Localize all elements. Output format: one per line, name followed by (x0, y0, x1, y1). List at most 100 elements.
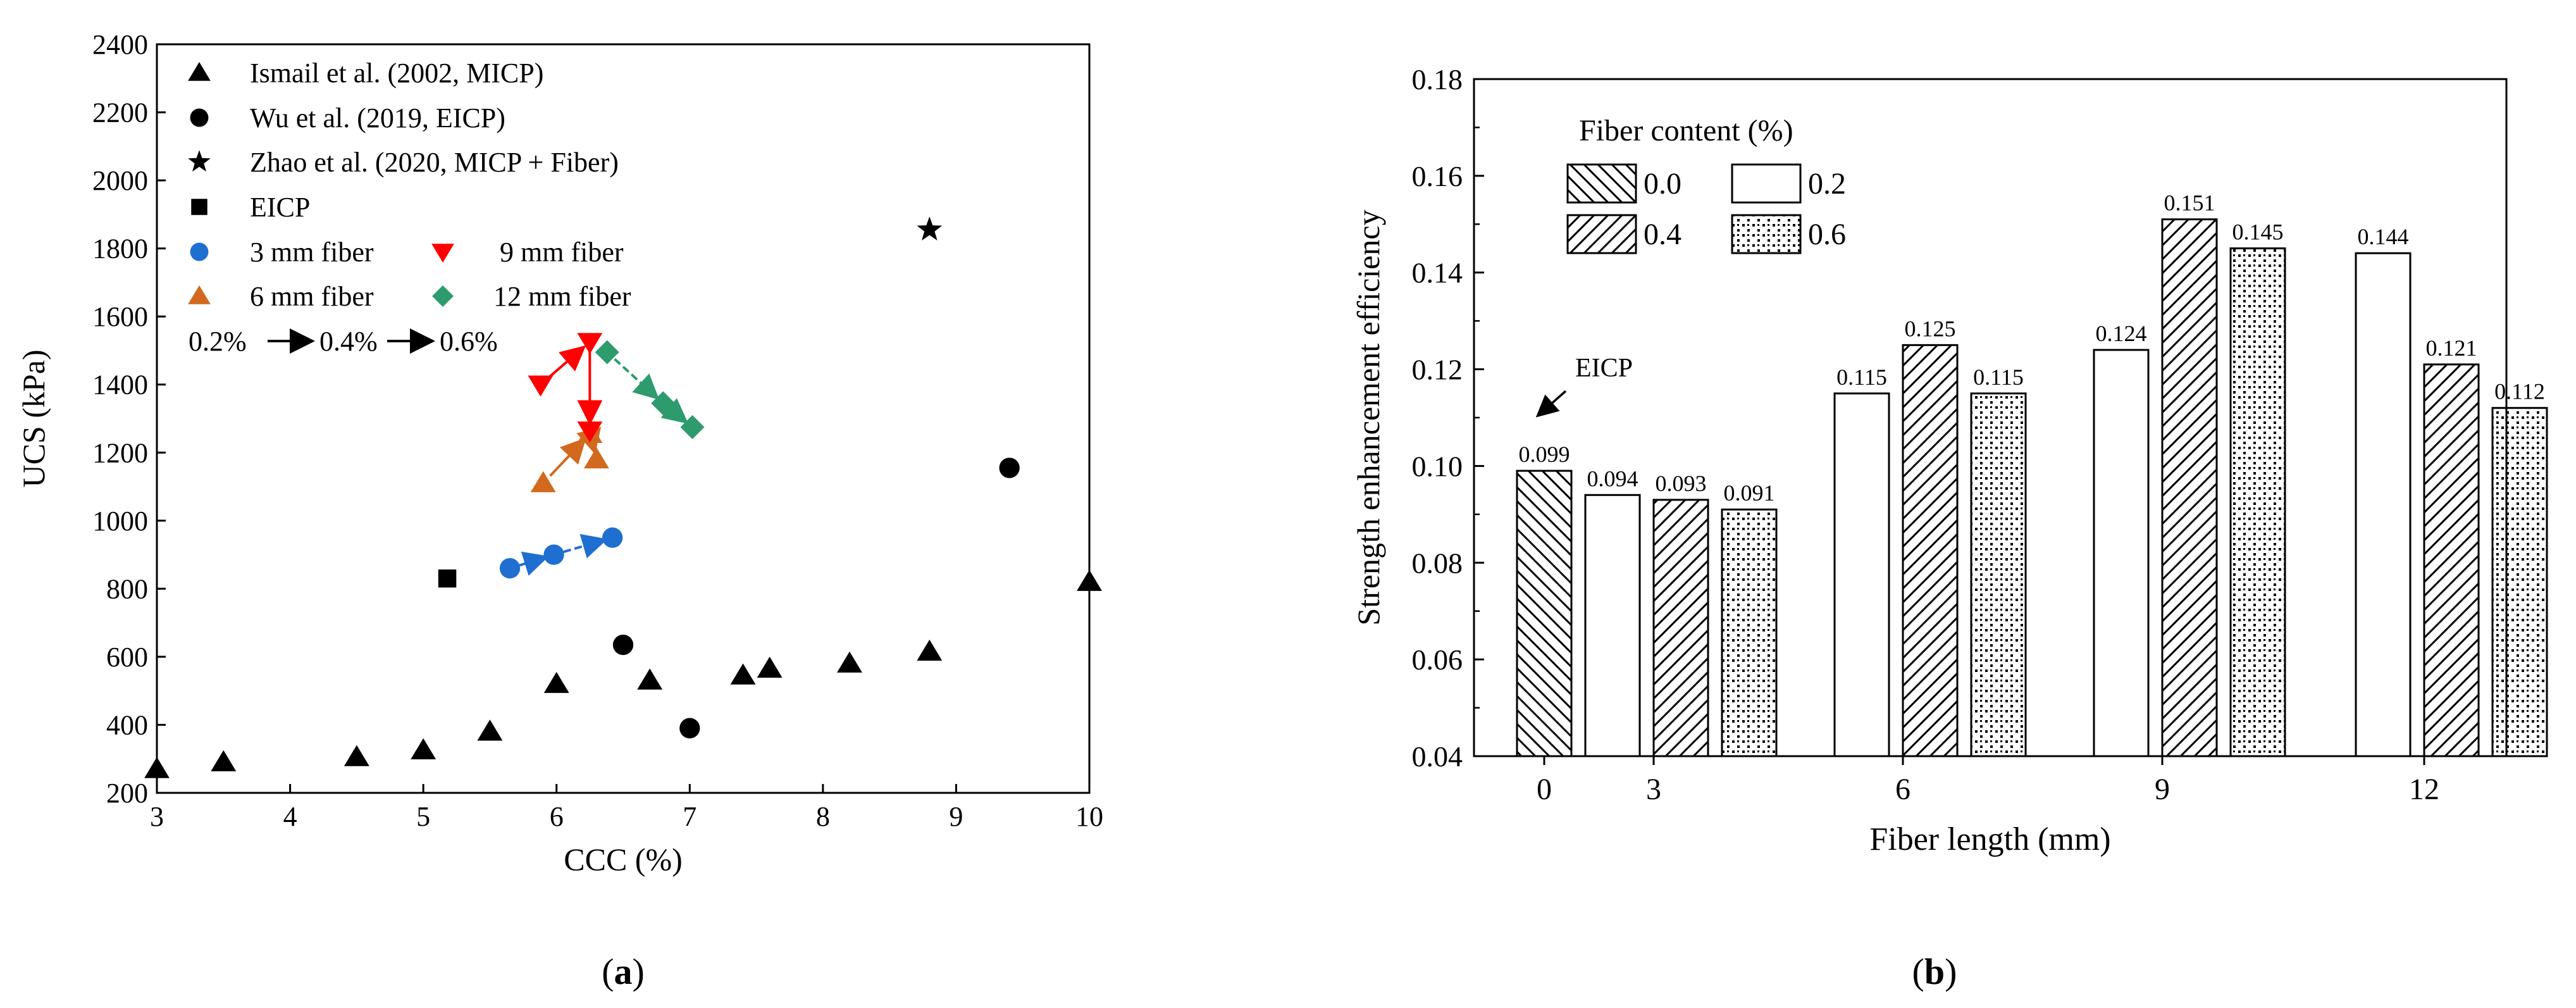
y-tick-label: 600 (106, 642, 148, 673)
data-point (612, 634, 634, 656)
bar (2161, 218, 2218, 757)
data-point (543, 544, 564, 565)
data-point (637, 668, 663, 690)
data-point (680, 414, 705, 439)
bar-value-label: 0.099 (1519, 442, 1570, 467)
x-tick-label: 6 (550, 801, 564, 832)
panel-label-a-letter: a (614, 951, 633, 992)
panel-label-a: (a) (602, 951, 645, 992)
data-point (917, 216, 943, 240)
legend-entry-label: 3 mm fiber (250, 237, 374, 268)
bar (1833, 392, 1890, 757)
legend-entry-label: 0.0 (1644, 167, 1681, 201)
legend-marker (188, 62, 211, 81)
y-tick-label: 2000 (92, 165, 148, 196)
y-tick-label: 1400 (92, 370, 148, 401)
bar-value-label: 0.144 (2358, 224, 2409, 249)
legend-swatch (1731, 214, 1802, 254)
x-tick-label: 9 (949, 801, 963, 832)
legend-title: Fiber content (%) (1579, 114, 1793, 147)
bar-value-label: 0.093 (1656, 471, 1707, 496)
y-tick-label: 400 (106, 709, 148, 740)
x-tick-label: 10 (1075, 801, 1103, 832)
data-point (438, 569, 457, 588)
bar-value-label: 0.115 (1836, 364, 1887, 390)
bar (2355, 252, 2412, 757)
legend-entry-label: 12 mm fiber (493, 281, 631, 312)
bar (1721, 508, 1778, 757)
x-tick-label: 8 (816, 801, 830, 832)
bar (1584, 494, 1641, 757)
bar-value-label: 0.094 (1587, 466, 1638, 491)
y-tick-label: 0.08 (1412, 547, 1463, 579)
legend-entry-label: 0.2 (1808, 167, 1846, 201)
y-tick-label: 0.16 (1412, 160, 1463, 192)
legend-marker (188, 150, 211, 172)
annotation-arrow (1535, 390, 1567, 418)
data-point (595, 340, 619, 364)
legend-swatch (1566, 214, 1637, 254)
y-tick-label: 200 (106, 778, 148, 809)
data-point (837, 651, 862, 673)
bar-value-label: 0.091 (1724, 480, 1775, 506)
bar-value-label: 0.151 (2164, 190, 2215, 216)
legend-marker (188, 285, 211, 304)
plot-frame (1473, 78, 2508, 757)
x-tick-label: 0 (1537, 773, 1552, 806)
data-point (528, 375, 554, 397)
y-tick-label: 0.18 (1412, 63, 1463, 96)
data-point (1077, 569, 1102, 591)
y-axis-label: UCS (kPa) (16, 349, 51, 487)
x-tick-label: 3 (1646, 773, 1661, 806)
x-axis-label: Fiber length (mm) (1869, 821, 2110, 857)
x-tick-label: 4 (283, 801, 297, 832)
bar (2423, 363, 2480, 757)
y-tick-label: 0.14 (1412, 257, 1463, 289)
data-point (999, 457, 1020, 478)
data-point (344, 745, 369, 766)
y-tick-label: 1200 (92, 437, 148, 468)
connector-arrow (519, 551, 549, 576)
arrow-legend-label: 0.6% (440, 326, 498, 357)
x-tick-label: 9 (2155, 773, 2170, 806)
y-tick-label: 0.04 (1412, 740, 1463, 773)
x-tick-label: 3 (150, 801, 164, 832)
data-point (543, 671, 569, 694)
bar (2093, 349, 2150, 757)
bar (1970, 392, 2027, 757)
panel-label-b: (b) (1912, 951, 1957, 992)
bar (2229, 247, 2286, 757)
bar (1652, 499, 1709, 757)
y-tick-label: 800 (106, 573, 148, 604)
data-point (583, 447, 609, 469)
data-point (411, 738, 437, 760)
bar (1902, 344, 1959, 757)
bar (1516, 470, 1573, 757)
legend-swatch (1566, 163, 1637, 204)
legend-entry-label: Wu et al. (2019, EICP) (250, 103, 505, 134)
y-axis-label: Strength enhancement efficiency (1351, 209, 1386, 625)
data-point (144, 757, 170, 778)
data-point (730, 663, 756, 685)
y-tick-label: 0.12 (1412, 354, 1463, 386)
legend-marker (190, 242, 209, 261)
arrow-legend-label: 0.2% (189, 326, 247, 357)
bar (2491, 407, 2548, 757)
y-tick-label: 1600 (92, 301, 148, 332)
data-point (577, 333, 603, 354)
bar-value-label: 0.115 (1973, 364, 2024, 390)
legend-marker (190, 108, 209, 127)
data-point (577, 421, 603, 443)
data-point (917, 639, 943, 661)
bar-value-label: 0.124 (2096, 321, 2147, 346)
legend-entry-label: 0.4 (1644, 218, 1681, 251)
connector-arrow (660, 398, 689, 424)
bar-value-label: 0.125 (1905, 316, 1956, 341)
connector-arrow (563, 533, 608, 559)
y-tick-label: 1800 (92, 233, 148, 264)
plot-frame (156, 43, 1091, 794)
x-tick-label: 6 (1895, 773, 1910, 806)
x-tick-label: 5 (416, 801, 430, 832)
data-point (602, 527, 623, 548)
y-tick-label: 0.06 (1412, 644, 1463, 676)
